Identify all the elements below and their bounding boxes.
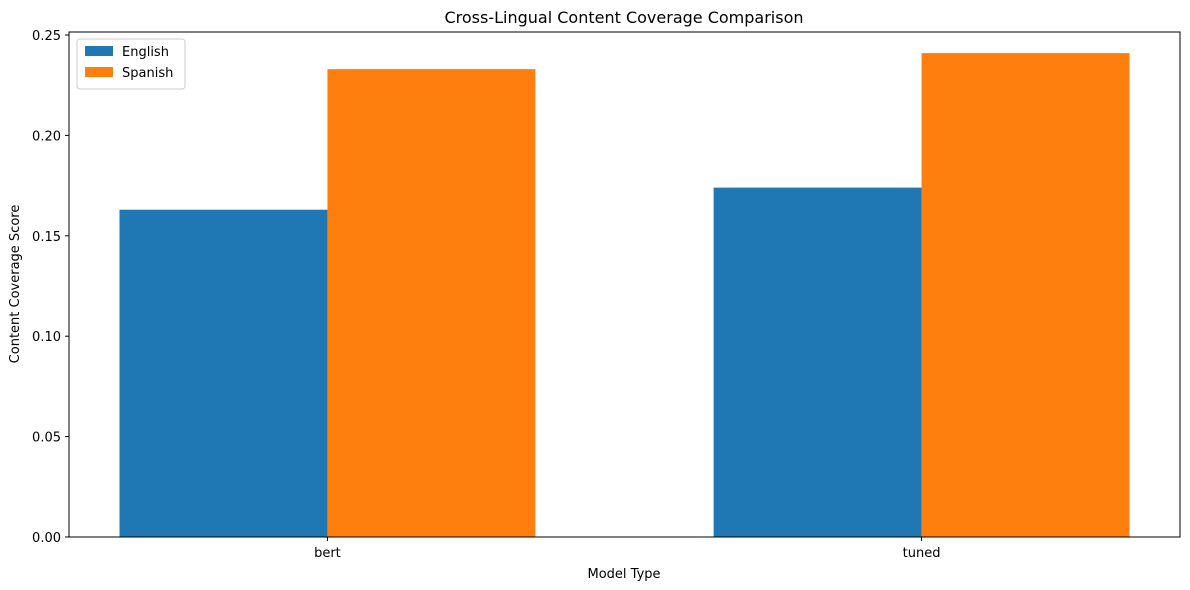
legend: English Spanish bbox=[76, 38, 186, 90]
legend-swatch-english bbox=[85, 46, 113, 56]
y-tick-label: 0.25 bbox=[32, 29, 61, 44]
bars-group bbox=[119, 53, 1130, 538]
legend-label-english: English bbox=[122, 45, 169, 60]
y-tick-label: 0.00 bbox=[32, 531, 61, 546]
x-axis-label: Model Type bbox=[587, 567, 660, 582]
x-tick-label: tuned bbox=[903, 546, 941, 561]
chart-title: Cross-Lingual Content Coverage Compariso… bbox=[444, 8, 803, 27]
bar-english-tuned bbox=[713, 187, 922, 537]
legend-swatch-spanish bbox=[85, 67, 113, 77]
bar-spanish-tuned bbox=[921, 53, 1130, 538]
plot-frame bbox=[68, 31, 1181, 538]
bar-spanish-bert bbox=[327, 69, 536, 537]
y-tick-label: 0.20 bbox=[32, 129, 61, 144]
y-axis: 0.00 0.05 0.10 0.15 0.20 0.25 bbox=[32, 29, 69, 546]
x-tick-label: bert bbox=[314, 546, 341, 561]
y-tick-label: 0.15 bbox=[32, 230, 61, 245]
y-tick-label: 0.05 bbox=[32, 431, 61, 446]
bar-english-bert bbox=[119, 209, 328, 537]
y-tick-label: 0.10 bbox=[32, 330, 61, 345]
x-axis: bert tuned bbox=[314, 537, 940, 561]
y-axis-label: Content Coverage Score bbox=[8, 205, 23, 364]
legend-label-spanish: Spanish bbox=[122, 66, 173, 81]
